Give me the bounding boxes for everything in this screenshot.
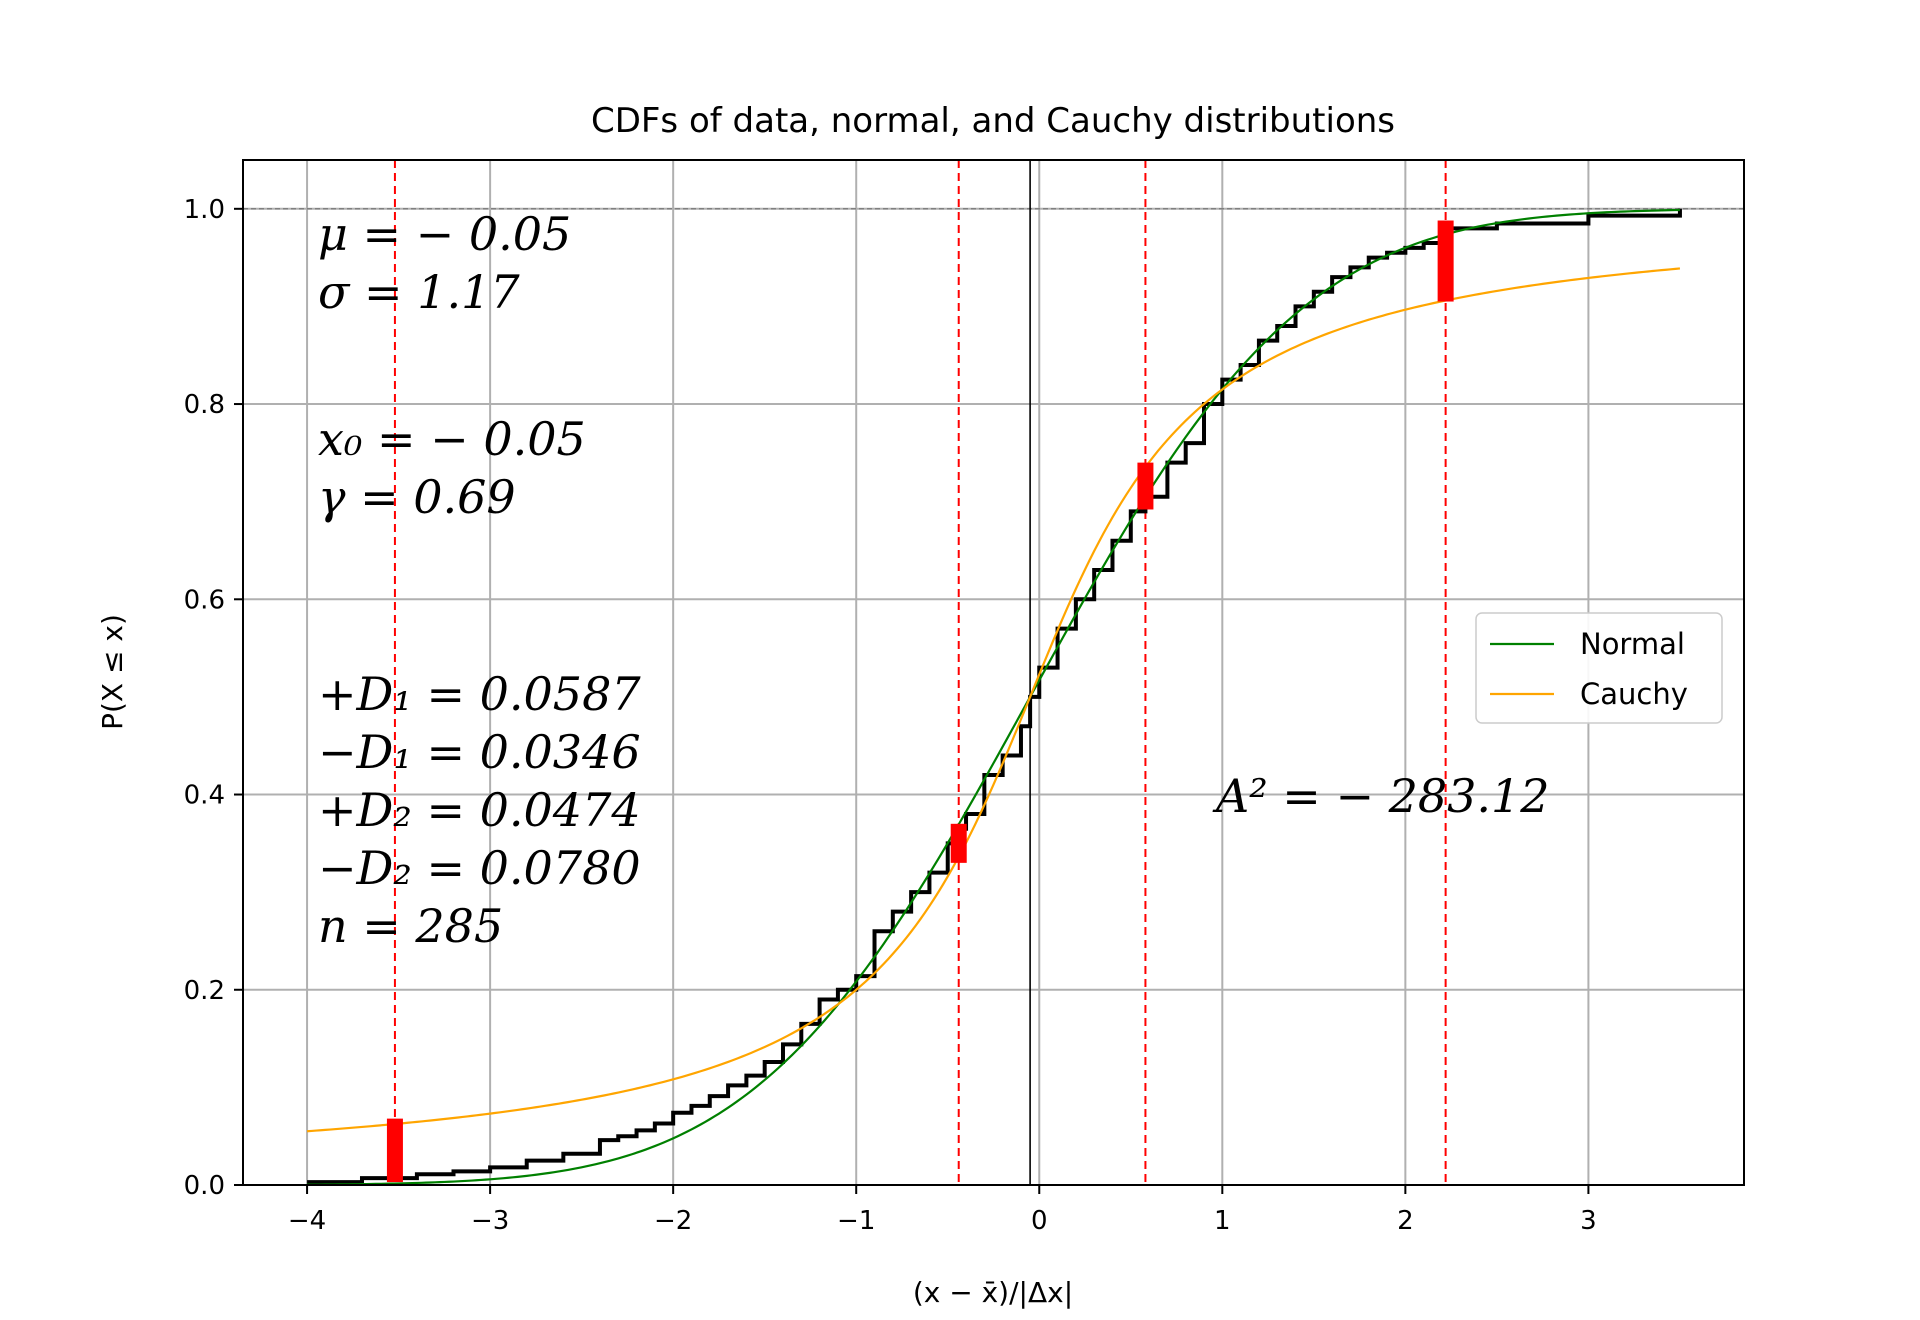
x-tick-label-2: −2 [654,1206,692,1236]
x-axis-label: (x − x̄)/|Δx| [913,1276,1073,1309]
stat-n: n = 285 [318,899,503,953]
legend: Normal Cauchy [1475,612,1723,724]
legend-label-normal: Normal [1580,627,1685,661]
y-tick-label-2: 0.4 [184,781,225,811]
y-tick-label-3: 0.6 [184,585,225,615]
stat-sigma: σ = 1.17 [318,265,520,319]
ks-bar-3 [1437,220,1454,302]
stat-minus-d2: −D₂ = 0.0780 [318,841,641,895]
stat-plus-d1: +D₁ = 0.0587 [318,667,641,721]
y-tick-label-1: 0.2 [184,976,225,1006]
x-tick-label-6: 2 [1397,1206,1414,1236]
y-axis-label: P(X ≤ x) [96,614,129,730]
data-ecdf-line [307,208,1682,1185]
stat-plus-d2: +D₂ = 0.0474 [318,783,641,837]
x-tick-label-1: −3 [471,1206,509,1236]
axes-frame [242,159,1745,1186]
x-tick-label-5: 1 [1214,1206,1231,1236]
ks-bar-2 [1137,462,1154,510]
x-tick-label-0: −4 [288,1206,326,1236]
ks-bar-1 [950,823,967,863]
stat-mu: μ = − 0.05 [318,207,571,261]
y-tick-label-5: 1.0 [184,195,225,225]
x-tick-label-7: 3 [1580,1206,1597,1236]
stats-left: μ = − 0.05 σ = 1.17 x₀ = − 0.05 γ = 0.69… [318,207,641,953]
y-tick-label-0: 0.0 [184,1171,225,1201]
x-tick-label-3: −1 [837,1206,875,1236]
plot-lines [243,160,1744,1186]
ks-bar-0 [386,1118,403,1183]
x-tick-label-4: 0 [1031,1206,1048,1236]
y-tick-label-4: 0.8 [184,390,225,420]
stat-gamma: γ = 0.69 [318,470,516,524]
stat-anderson-darling: A² = − 283.12 [1212,769,1550,823]
chart-title: CDFs of data, normal, and Cauchy distrib… [591,101,1395,141]
legend-box [1475,612,1723,724]
stat-x0: x₀ = − 0.05 [318,412,586,466]
stat-minus-d1: −D₁ = 0.0346 [318,725,641,779]
ticks: −4 −3 −2 −1 0 1 2 3 0.0 0.2 0.4 0.6 0.8 1.0 [184,195,1597,1236]
legend-label-cauchy: Cauchy [1580,677,1688,711]
